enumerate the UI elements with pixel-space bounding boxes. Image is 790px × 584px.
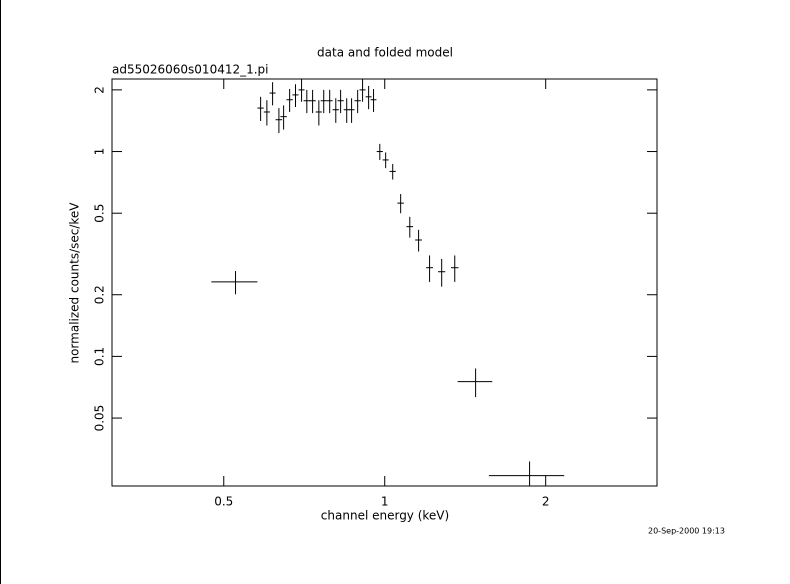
y-tick-label: 0.5 bbox=[93, 204, 107, 223]
x-tick-label: 1 bbox=[381, 495, 389, 509]
chart-subtitle: ad55026060s010412_1.pi bbox=[112, 63, 269, 77]
y-tick-label: 0.2 bbox=[93, 285, 107, 304]
y-axis-label: normalized counts/sec/keV bbox=[68, 202, 82, 364]
timestamp: 20-Sep-2000 19:13 bbox=[648, 527, 725, 536]
y-tick-label: 0.05 bbox=[93, 405, 107, 432]
y-tick-label: 2 bbox=[93, 86, 107, 94]
data-layer bbox=[211, 79, 565, 486]
x-tick-label: 0.5 bbox=[214, 495, 233, 509]
chart-title: data and folded model bbox=[317, 46, 453, 60]
y-tick-label: 1 bbox=[93, 148, 107, 156]
y-tick-label: 0.1 bbox=[93, 347, 107, 366]
x-tick-label: 2 bbox=[542, 495, 550, 509]
x-axis-label: channel energy (keV) bbox=[321, 509, 449, 523]
